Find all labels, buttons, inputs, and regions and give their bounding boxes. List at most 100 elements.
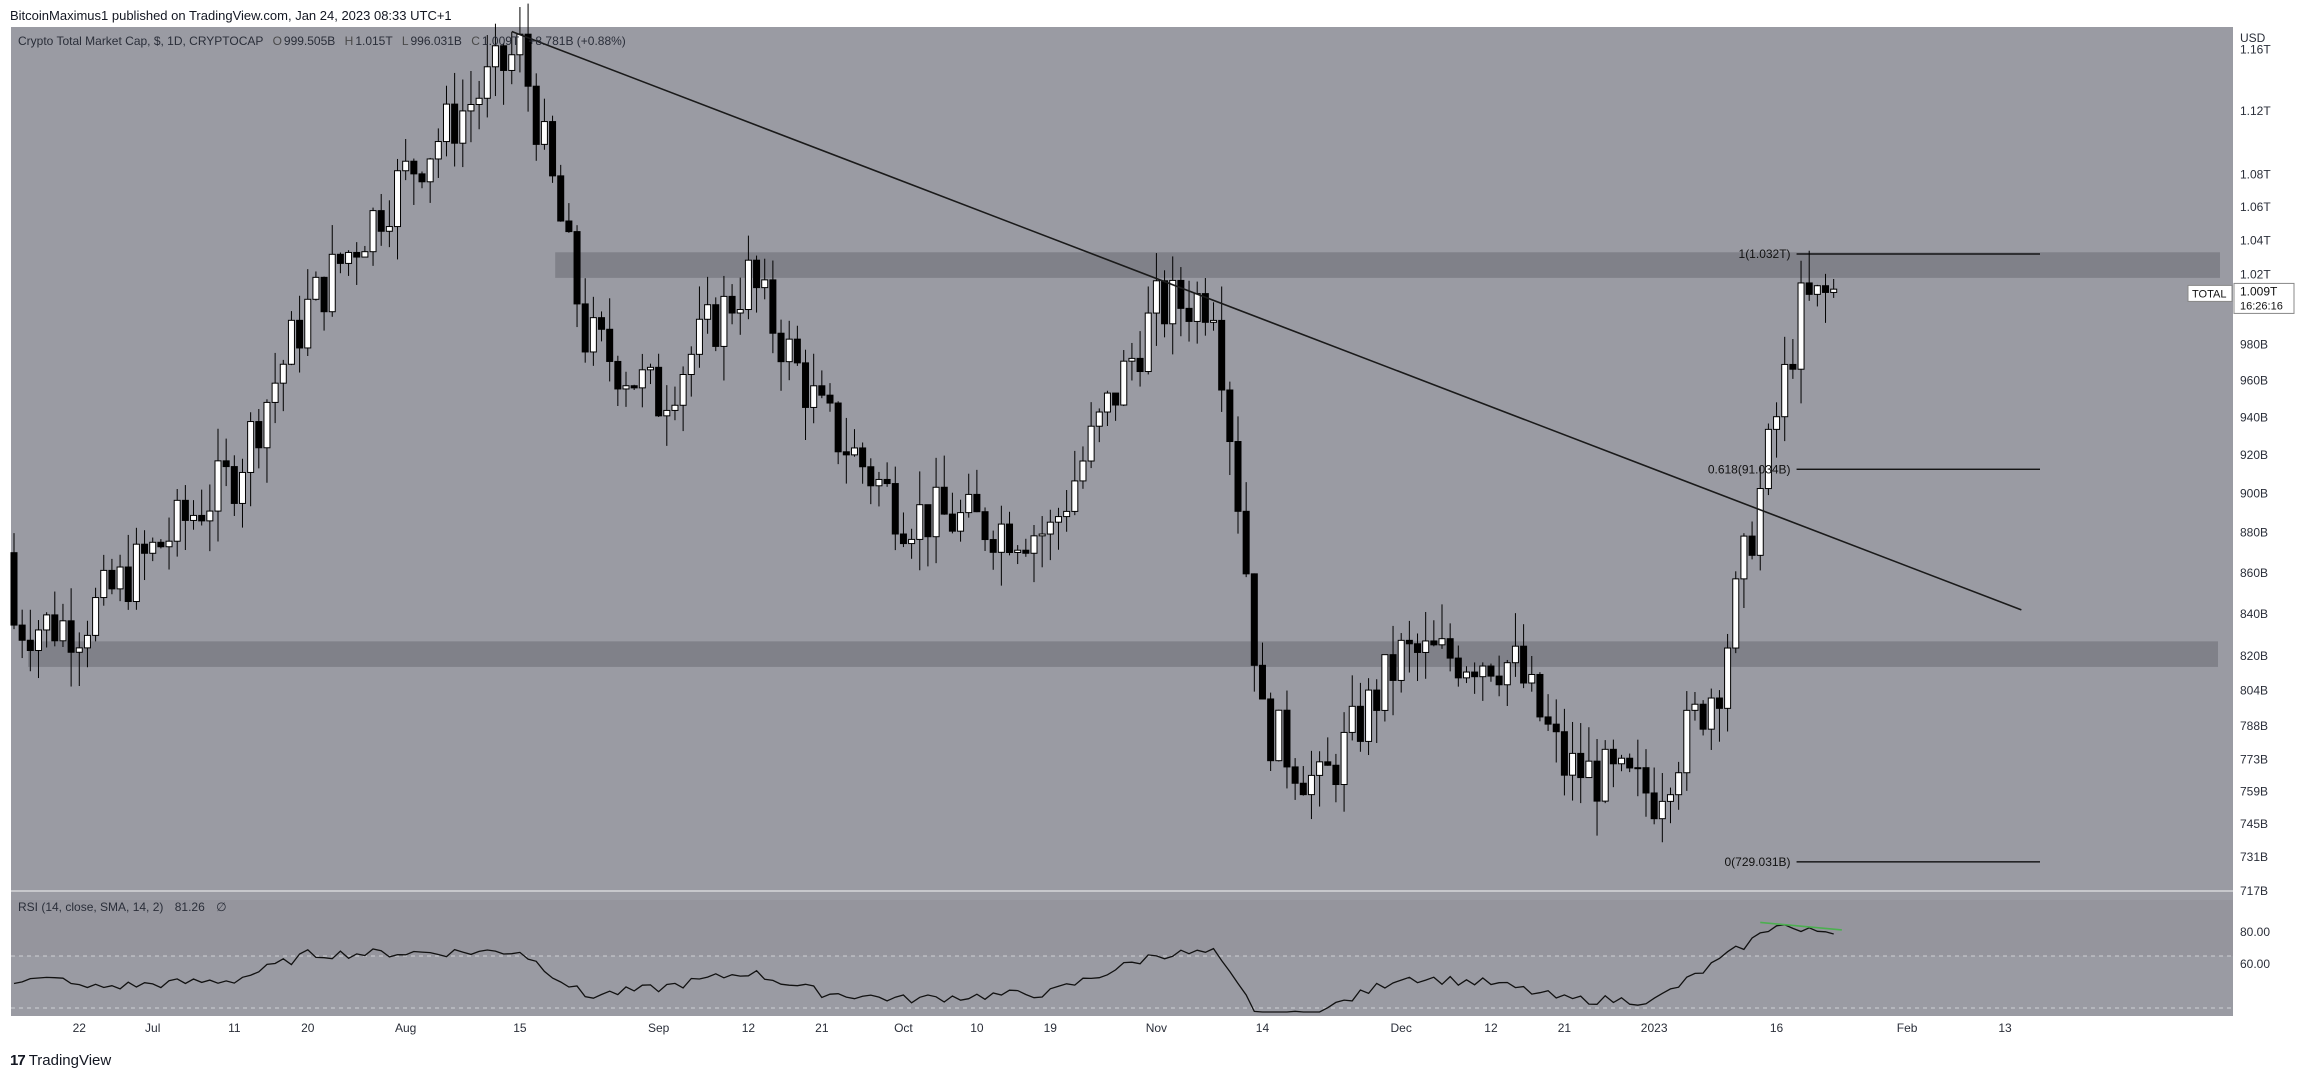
candle-bear: [598, 317, 606, 330]
rsi-band: [11, 900, 2233, 956]
candle-bull: [1528, 673, 1536, 684]
candle-bull: [1724, 647, 1732, 709]
candle-bull: [965, 493, 973, 514]
last-price-tag: 1.009T: [2240, 284, 2278, 298]
candle-bear: [859, 447, 867, 468]
candle-bull: [1585, 760, 1593, 779]
candle-bear: [842, 451, 850, 456]
candle-bear: [181, 499, 189, 521]
price-tick: 1.04T: [2240, 233, 2271, 247]
candle-bear: [948, 513, 956, 532]
candle-bull: [997, 523, 1005, 553]
candle-bull: [622, 385, 630, 390]
candle-bull: [1169, 279, 1177, 325]
candle-bull: [83, 634, 91, 649]
candle-bull: [540, 121, 548, 145]
candle-bear: [1536, 673, 1544, 718]
candle-bull: [116, 566, 124, 590]
candle-bull: [720, 295, 728, 347]
price-tick: 1.16T: [2240, 42, 2271, 56]
published-header: BitcoinMaximus1 published on TradingView…: [10, 8, 452, 23]
symbol-tag: TOTAL: [2192, 288, 2226, 300]
candle-bear: [834, 402, 842, 453]
candle-bear: [1136, 357, 1144, 373]
time-tick: 2023: [1641, 1021, 1668, 1035]
candle-bull: [1307, 774, 1315, 796]
symbol-name: Crypto Total Market Cap, $, 1D, CRYPTOCA…: [18, 34, 264, 48]
candle-bull: [1707, 697, 1715, 730]
price-tick: 804B: [2240, 684, 2268, 698]
price-tick: 900B: [2240, 486, 2268, 500]
candle-bull: [1764, 428, 1772, 490]
candle-bull: [132, 543, 140, 603]
candle-bull: [1316, 761, 1324, 776]
candle-bear: [940, 486, 948, 515]
price-tick: 788B: [2240, 719, 2268, 733]
time-tick: 16: [1770, 1021, 1784, 1035]
candle-bear: [1267, 698, 1275, 762]
candle-bull: [92, 597, 100, 636]
candle-bear: [1454, 657, 1462, 679]
symbol-legend: Crypto Total Market Cap, $, 1D, CRYPTOCA…: [18, 34, 626, 48]
candle-bear: [1552, 723, 1560, 733]
candle-bear: [51, 614, 59, 642]
candle-bear: [606, 328, 614, 362]
candle-bull: [1128, 357, 1136, 362]
candle-bull: [638, 369, 646, 389]
candle-bull: [1740, 535, 1748, 580]
candle-bear: [230, 466, 238, 504]
candle-bull: [1634, 767, 1642, 770]
candle-bull: [1381, 654, 1389, 711]
candle-bear: [1560, 731, 1568, 776]
price-tick: 731B: [2240, 850, 2268, 864]
candle-bear: [712, 304, 720, 347]
candle-bear: [1283, 709, 1291, 768]
candle-bear: [296, 319, 304, 349]
fib-label-bottom: 0(729.031B): [1725, 855, 1791, 869]
candle-bull: [1756, 488, 1764, 556]
candle-bull: [328, 253, 336, 313]
candle-bull: [1830, 288, 1838, 293]
candle-bull: [75, 647, 83, 653]
candle-bull: [426, 158, 434, 183]
rsi-bearish-divergence-line: [1760, 921, 1842, 931]
candle-bear: [818, 385, 826, 396]
candle-bull: [263, 401, 271, 449]
candle-bear: [410, 160, 418, 175]
support-zone: [28, 641, 2218, 667]
price-tick: 880B: [2240, 526, 2268, 540]
candle-bull: [1144, 312, 1152, 373]
candle-bear: [1234, 441, 1242, 512]
candle-bear: [1332, 764, 1340, 786]
candle-bear: [981, 511, 989, 541]
tradingview-logo-icon: 17: [10, 1052, 26, 1069]
candle-bear: [451, 103, 459, 144]
candle-bear: [1201, 293, 1209, 323]
candle-bull: [385, 226, 393, 232]
open-label: O: [272, 34, 282, 48]
candle-bear: [1405, 639, 1413, 645]
candle-bull: [1397, 639, 1405, 681]
candle-bull: [304, 298, 312, 349]
candle-bull: [589, 317, 597, 353]
candle-bull: [875, 478, 883, 487]
price-tick: 745B: [2240, 817, 2268, 831]
candle-bull: [1511, 645, 1519, 664]
candle-bull: [1666, 794, 1674, 802]
time-tick: 11: [228, 1021, 241, 1035]
candle-bull: [1087, 425, 1095, 462]
candle-bull: [671, 404, 679, 411]
price-tick: 940B: [2240, 410, 2268, 424]
price-tick: 759B: [2240, 784, 2268, 798]
rsi-extra: ∅: [216, 900, 227, 914]
time-tick: Dec: [1391, 1021, 1412, 1035]
candle-bull: [1348, 705, 1356, 733]
candle-bull: [785, 338, 793, 363]
candle-bull: [238, 471, 246, 504]
candle-bear: [1715, 697, 1723, 709]
price-tick: 1.06T: [2240, 200, 2271, 214]
candle-bear: [614, 360, 622, 390]
candle-bear: [377, 210, 385, 232]
footer[interactable]: 17 TradingView: [10, 1052, 111, 1069]
